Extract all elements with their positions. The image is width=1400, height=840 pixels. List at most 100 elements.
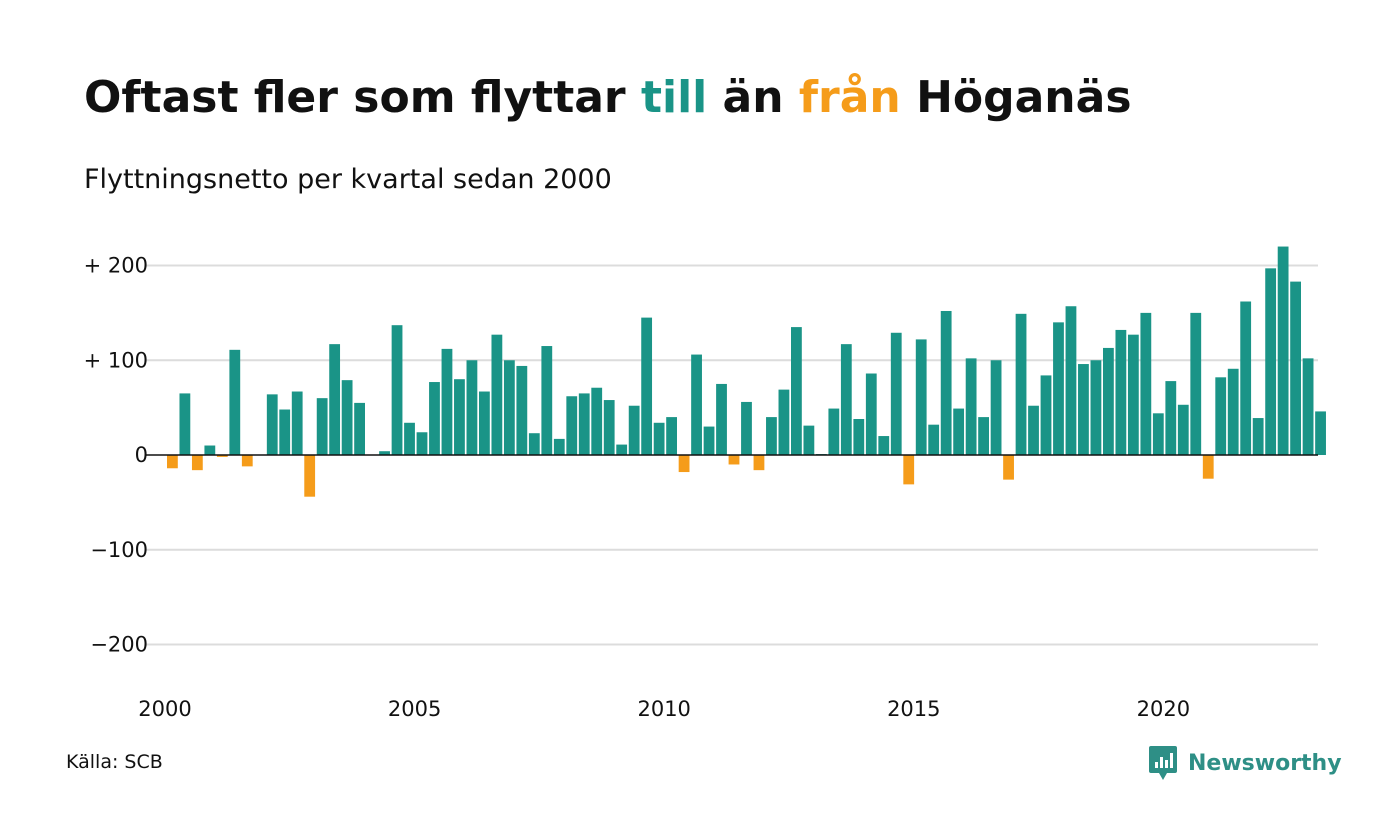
bar-2007-k1: 2007 K1: 94 — [516, 365, 528, 455]
bar-2022-k4: 2022 K4: 102 — [1302, 358, 1314, 455]
bar-2003-k1: 2003 K1: 60 — [316, 398, 328, 455]
bar-2012-k2: 2012 K2: 69 — [778, 389, 790, 455]
bar-2008-k1: 2008 K1: 62 — [566, 396, 578, 455]
x-tick-label: 2000 — [138, 697, 191, 721]
bar-2022-k2: 2022 K2: 220 — [1277, 246, 1289, 455]
bar-2010-k1: 2010 K1: 40 — [666, 417, 677, 455]
brand-name: Newsworthy — [1188, 750, 1342, 776]
brand-logo: Newsworthy — [1148, 744, 1342, 782]
bar-2020-k4: 2020 K4: -25 — [1202, 455, 1214, 479]
bar-2020-k2: 2020 K2: 53 — [1177, 404, 1189, 455]
bar-2017-k2: 2017 K2: 52 — [1028, 405, 1039, 455]
title-fran: från — [798, 72, 901, 123]
bar-2019-k1: 2019 K1: 132 — [1115, 329, 1127, 455]
title-part-2: än — [707, 72, 799, 123]
newsworthy-logo-icon — [1149, 746, 1177, 780]
bar-2009-k2: 2009 K2: 52 — [628, 405, 640, 455]
bar-2006-k1: 2006 K1: 100 — [466, 360, 478, 455]
bar-2017-k4: 2017 K4: 140 — [1053, 322, 1064, 455]
bar-2008-k2: 2008 K2: 65 — [578, 393, 590, 455]
y-tick-label: + 100 — [84, 348, 148, 372]
bar-2011-k1: 2011 K1: 75 — [716, 383, 727, 455]
bar-2005-k3: 2005 K3: 112 — [441, 348, 453, 455]
bar-2005-k2: 2005 K2: 77 — [429, 382, 440, 455]
bar-2004-k4: 2004 K4: 34 — [404, 422, 415, 455]
bar-2000-k1: 2000 K1: -14 — [167, 455, 178, 469]
title-part-1: Oftast fler som flyttar — [84, 72, 641, 123]
bar-2010-k3: 2010 K3: 106 — [691, 354, 702, 455]
bar-2021-k2: 2021 K2: 91 — [1227, 368, 1239, 455]
x-tick-label: 2005 — [388, 697, 441, 721]
bar-2000-k2: 2000 K2: 65 — [179, 393, 191, 455]
x-tick-label: 2020 — [1137, 697, 1190, 721]
bar-2010-k2: 2010 K2: -18 — [678, 455, 690, 473]
bar-2022-k1: 2022 K1: 197 — [1265, 268, 1277, 455]
x-axis-labels: 2000 2005 2010 2015 2020 — [138, 697, 1190, 721]
bar-2013-k4: 2013 K4: 38 — [853, 419, 865, 456]
grid-lines — [145, 264, 1318, 646]
bar-2011-k2: 2011 K2: -10 — [728, 455, 740, 465]
bar-2001-k1: 2001 K1: -2 — [216, 455, 228, 457]
y-tick-label: + 200 — [84, 254, 148, 278]
chart-subtitle: Flyttningsnetto per kvartal sedan 2000 — [84, 164, 612, 195]
bar-2014-k1: 2014 K1: 86 — [865, 373, 877, 455]
bar-2005-k1: 2005 K1: 24 — [416, 432, 428, 455]
bar-2000-k3: 2000 K3: -16 — [191, 455, 203, 471]
bar-2018-k2: 2018 K2: 96 — [1078, 364, 1089, 455]
bar-2013-k3: 2013 K3: 117 — [840, 344, 852, 455]
title-till: till — [640, 72, 708, 123]
bar-2015-k2: 2015 K2: 32 — [928, 424, 940, 455]
bar-2007-k4: 2007 K4: 17 — [553, 438, 565, 455]
x-tick-label: 2015 — [887, 697, 940, 721]
bar-2015-k3: 2015 K3: 152 — [940, 310, 952, 455]
y-axis-labels: + 200 + 100 0 −100 −200 — [84, 254, 148, 657]
bar-2020-k1: 2020 K1: 78 — [1165, 381, 1177, 456]
bar-2023-k1: 2023 K1: 46 — [1315, 411, 1326, 456]
title-part-3: Höganäs — [900, 72, 1132, 123]
bar-2016-k2: 2016 K2: 40 — [978, 417, 989, 455]
bar-2019-k3: 2019 K3: 150 — [1140, 312, 1152, 456]
bar-2009-k1: 2009 K1: 11 — [616, 444, 628, 455]
bar-2016-k1: 2016 K1: 102 — [965, 358, 977, 455]
bar-2004-k2: 2004 K2: 4 — [379, 451, 390, 455]
bar-2003-k3: 2003 K3: 79 — [341, 380, 353, 455]
bar-2018-k3: 2018 K3: 100 — [1090, 360, 1102, 455]
bar-2021-k1: 2021 K1: 82 — [1215, 377, 1227, 456]
bar-2018-k1: 2018 K1: 157 — [1065, 306, 1077, 455]
bar-2006-k2: 2006 K2: 67 — [479, 391, 490, 455]
bar-2011-k3: 2011 K3: 56 — [741, 401, 752, 455]
bar-2007-k2: 2007 K2: 23 — [528, 433, 540, 455]
bar-2017-k1: 2017 K1: 149 — [1015, 313, 1027, 455]
bar-2011-k4: 2011 K4: -16 — [753, 455, 765, 471]
y-tick-label: −100 — [90, 538, 148, 562]
bar-2022-k3: 2022 K3: 183 — [1290, 281, 1301, 455]
bar-2013-k2: 2013 K2: 49 — [828, 408, 840, 455]
source-note: Källa: SCB — [66, 751, 163, 773]
bar-2021-k3: 2021 K3: 162 — [1240, 301, 1252, 455]
x-tick-label: 2010 — [637, 697, 690, 721]
bar-2021-k4: 2021 K4: 39 — [1252, 418, 1264, 455]
bar-2009-k3: 2009 K3: 145 — [641, 317, 653, 455]
bar-2019-k4: 2019 K4: 44 — [1152, 413, 1164, 455]
bar-2015-k4: 2015 K4: 49 — [953, 408, 965, 455]
bar-2003-k4: 2003 K4: 55 — [354, 402, 365, 455]
y-tick-label: 0 — [135, 443, 148, 467]
bar-2000-k4: 2000 K4: 10 — [204, 445, 216, 455]
bar-2014-k4: 2014 K4: -31 — [903, 455, 915, 485]
bar-2012-k3: 2012 K3: 135 — [791, 327, 802, 455]
bar-2020-k3: 2020 K3: 150 — [1190, 312, 1202, 456]
bar-2003-k2: 2003 K2: 117 — [329, 344, 341, 455]
bar-2006-k4: 2006 K4: 100 — [503, 360, 515, 455]
bar-2004-k3: 2004 K3: 137 — [391, 325, 403, 455]
bar-2016-k3: 2016 K3: 100 — [990, 360, 1002, 455]
bars: 2000 K1: -142000 K2: 652000 K3: -162000 … — [167, 246, 1326, 497]
bar-2001-k3: 2001 K3: -12 — [241, 455, 253, 467]
bar-2016-k4: 2016 K4: -26 — [1003, 455, 1014, 480]
bar-2014-k2: 2014 K2: 20 — [878, 436, 890, 455]
bar-2019-k2: 2019 K2: 127 — [1127, 334, 1139, 455]
